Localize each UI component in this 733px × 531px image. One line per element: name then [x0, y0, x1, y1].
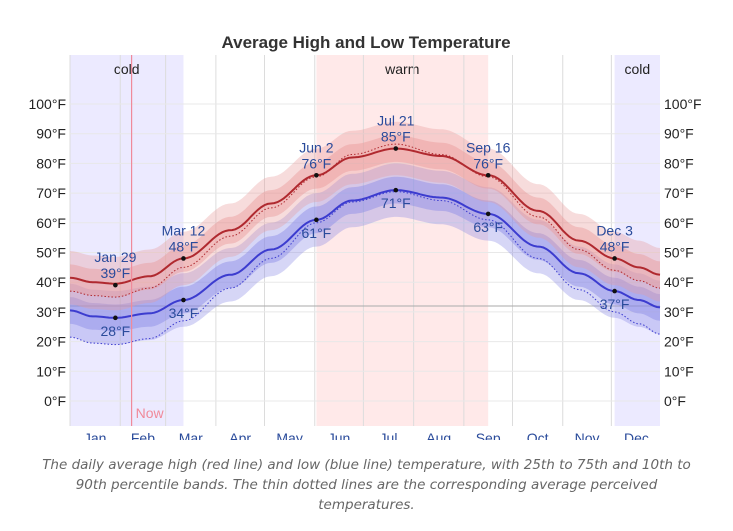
x-tick-label: Jun: [328, 430, 351, 440]
y-tick-label-right: 0°F: [664, 393, 686, 409]
annotation-date: Jan 29: [94, 249, 136, 265]
low-perceived-line: [69, 191, 661, 346]
annotation-date: Jul 21: [377, 113, 415, 129]
annotation-point: [181, 256, 186, 261]
annotation-date: Jun 2: [299, 139, 333, 155]
annotation-temp: 76°F: [473, 155, 503, 171]
temperature-chart: Average High and Low Temperature cold war…: [28, 33, 702, 446]
x-tick-label: Apr: [229, 430, 251, 440]
annotation-date: Sep 16: [466, 139, 511, 155]
high-10-90-band: [70, 121, 660, 311]
x-tick-label: May: [276, 430, 302, 440]
chart-container: Average High and Low Temperature cold war…: [28, 33, 702, 446]
season-band-warm: [316, 55, 489, 426]
y-tick-label-left: 100°F: [28, 96, 66, 112]
low-temperature-line: [69, 189, 661, 319]
annotation-temp: 34°F: [169, 305, 199, 321]
y-tick-label-right: 70°F: [664, 185, 694, 201]
annotation-temp: 71°F: [381, 195, 411, 211]
annotation-point: [181, 297, 186, 303]
y-tick-label-left: 30°F: [36, 304, 66, 320]
low-10-90-band: [70, 163, 660, 345]
annotation-point: [113, 282, 118, 288]
season-label-cold: cold: [114, 61, 140, 77]
annotation-point: [612, 256, 617, 261]
chart-title: Average High and Low Temperature: [221, 33, 510, 52]
season-band-cold: [70, 55, 184, 426]
y-tick-label-right: 10°F: [664, 363, 694, 379]
annotation-point: [612, 288, 617, 294]
annotation-date: Mar 12: [162, 222, 206, 238]
x-tick-label: Jul: [380, 430, 398, 440]
x-tick-label: Feb: [131, 430, 155, 440]
season-label-cold: cold: [624, 61, 650, 77]
season-label-warm: warm: [384, 61, 419, 77]
annotation-temp: 63°F: [473, 219, 503, 235]
annotation-date: Dec 3: [596, 222, 633, 238]
y-tick-label-right: 100°F: [664, 96, 702, 112]
y-tick-label-left: 90°F: [36, 126, 66, 142]
annotation-point: [485, 172, 491, 178]
annotation-temp: 48°F: [169, 238, 199, 254]
annotation-point: [393, 146, 399, 151]
y-tick-label-right: 90°F: [664, 126, 694, 142]
y-tick-label-left: 60°F: [36, 215, 66, 231]
annotation-point: [393, 187, 399, 193]
low-25-75-band: [70, 176, 660, 332]
y-tick-label-left: 80°F: [36, 155, 66, 171]
now-label: Now: [136, 405, 165, 421]
x-tick-label: Aug: [426, 430, 451, 440]
x-tick-label: Oct: [527, 430, 549, 440]
y-tick-label-left: 10°F: [36, 363, 66, 379]
y-tick-label-right: 40°F: [664, 274, 694, 290]
x-tick-label: Sep: [476, 430, 501, 440]
y-tick-label-right: 60°F: [664, 215, 694, 231]
annotation-point: [485, 211, 491, 217]
y-tick-label-left: 20°F: [36, 334, 66, 350]
annotation-temp: 61°F: [302, 225, 332, 241]
high-perceived-line: [69, 143, 661, 298]
chart-caption: The daily average high (red line) and lo…: [42, 457, 691, 513]
y-tick-label-left: 40°F: [36, 274, 66, 290]
y-tick-label-left: 70°F: [36, 185, 66, 201]
annotation-temp: 48°F: [600, 238, 630, 254]
y-tick-label-left: 50°F: [36, 245, 66, 261]
season-band-cold: [614, 55, 660, 426]
y-tick-label-right: 30°F: [664, 304, 694, 320]
annotation-temp: 76°F: [302, 155, 332, 171]
annotation-point: [314, 217, 319, 223]
x-tick-label: Jan: [84, 430, 107, 440]
annotation-point: [113, 315, 118, 321]
annotation-temp: 28°F: [101, 323, 131, 339]
y-tick-label-right: 20°F: [664, 334, 694, 350]
annotation-point: [314, 172, 319, 178]
annotation-temp: 37°F: [600, 296, 630, 312]
y-tick-label-right: 80°F: [664, 155, 694, 171]
y-tick-label-left: 0°F: [44, 393, 66, 409]
y-tick-label-right: 50°F: [664, 245, 694, 261]
annotation-temp: 85°F: [381, 129, 411, 145]
annotation-temp: 39°F: [101, 265, 131, 281]
high-temperature-line: [69, 147, 661, 285]
x-tick-label: Mar: [179, 430, 203, 440]
x-tick-label: Dec: [624, 430, 649, 440]
x-tick-label: Nov: [575, 430, 600, 440]
